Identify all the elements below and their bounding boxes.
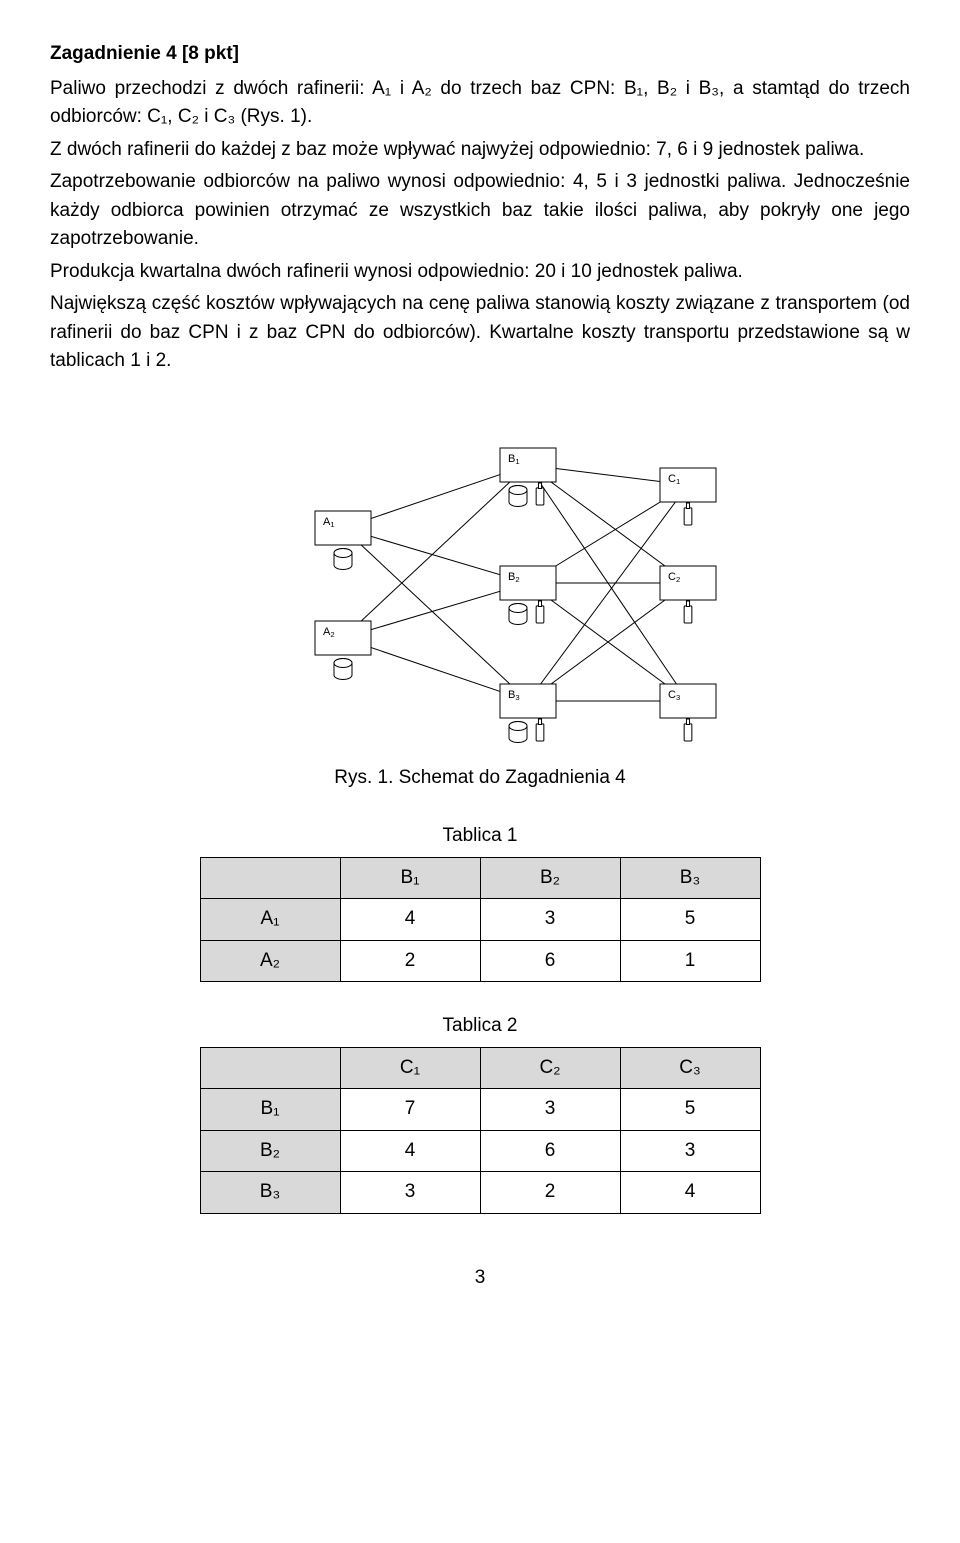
paragraph: Największą część kosztów wpływających na… <box>50 290 910 376</box>
table-cell: 1 <box>620 940 760 982</box>
col-header: C₂ <box>480 1047 620 1089</box>
table-cell: 4 <box>340 899 480 941</box>
page-number: 3 <box>50 1264 910 1293</box>
col-header: C₁ <box>340 1047 480 1089</box>
table1-caption: Tablica 1 <box>50 822 910 851</box>
paragraph: Paliwo przechodzi z dwóch rafinerii: A₁ … <box>50 75 910 132</box>
col-header: B₂ <box>480 857 620 899</box>
page-title: Zagadnienie 4 [8 pkt] <box>50 40 910 69</box>
table-cell: 5 <box>620 1089 760 1131</box>
row-header: A₂ <box>200 940 340 982</box>
table2: C₁C₂C₃B₁735B₂463B₃324 <box>200 1047 761 1214</box>
diagram-container: A1A2B1B2B3C1C2C3 <box>50 406 910 746</box>
table1: B₁B₂B₃ A₁435 A₂261 <box>200 857 761 983</box>
row-header: A₁ <box>200 899 340 941</box>
table-cell: 4 <box>340 1130 480 1172</box>
col-header: B₁ <box>340 857 480 899</box>
paragraph: Z dwóch rafinerii do każdej z baz może w… <box>50 136 910 165</box>
table-cell: 5 <box>620 899 760 941</box>
table-cell: 4 <box>620 1172 760 1214</box>
col-header: C₃ <box>620 1047 760 1089</box>
table-cell: 2 <box>480 1172 620 1214</box>
table-cell: 6 <box>480 940 620 982</box>
row-header: B₃ <box>200 1172 340 1214</box>
table-cell: 7 <box>340 1089 480 1131</box>
table-cell: 6 <box>480 1130 620 1172</box>
col-header: B₃ <box>620 857 760 899</box>
paragraph: Produkcja kwartalna dwóch rafinerii wyno… <box>50 258 910 287</box>
paragraph: Zapotrzebowanie odbiorców na paliwo wyno… <box>50 168 910 254</box>
network-diagram: A1A2B1B2B3C1C2C3 <box>220 406 740 746</box>
table-cell: 3 <box>480 899 620 941</box>
table-cell: 3 <box>620 1130 760 1172</box>
table-cell: 3 <box>480 1089 620 1131</box>
row-header: B₂ <box>200 1130 340 1172</box>
table-cell: 3 <box>340 1172 480 1214</box>
table-cell: 2 <box>340 940 480 982</box>
row-header: B₁ <box>200 1089 340 1131</box>
table2-caption: Tablica 2 <box>50 1012 910 1041</box>
figure-caption: Rys. 1. Schemat do Zagadnienia 4 <box>50 764 910 793</box>
